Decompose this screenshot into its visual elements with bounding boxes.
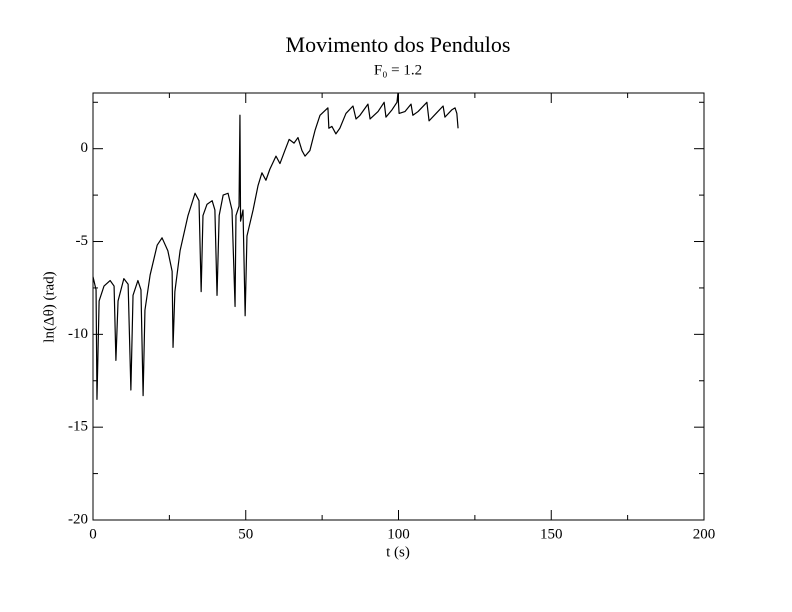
- x-axis-label: t (s): [386, 544, 410, 560]
- y-tick-label: -20: [68, 511, 88, 527]
- x-tick-label: 100: [387, 526, 410, 542]
- y-tick-label: -5: [76, 233, 89, 249]
- data-line: [92, 93, 459, 400]
- y-tick-label: -15: [68, 419, 88, 435]
- x-tick-label: 0: [89, 526, 97, 542]
- y-tick-label: 0: [81, 140, 89, 156]
- x-tick-label: 150: [540, 526, 563, 542]
- y-axis-label: ln(Δθ) (rad): [41, 271, 57, 342]
- x-tick-label: 50: [238, 526, 253, 542]
- chart-subtitle: F₀ = 1.2: [374, 62, 422, 78]
- x-tick-label: 200: [693, 526, 716, 542]
- chart-title: Movimento dos Pendulos: [286, 32, 511, 57]
- y-tick-label: -10: [68, 326, 88, 342]
